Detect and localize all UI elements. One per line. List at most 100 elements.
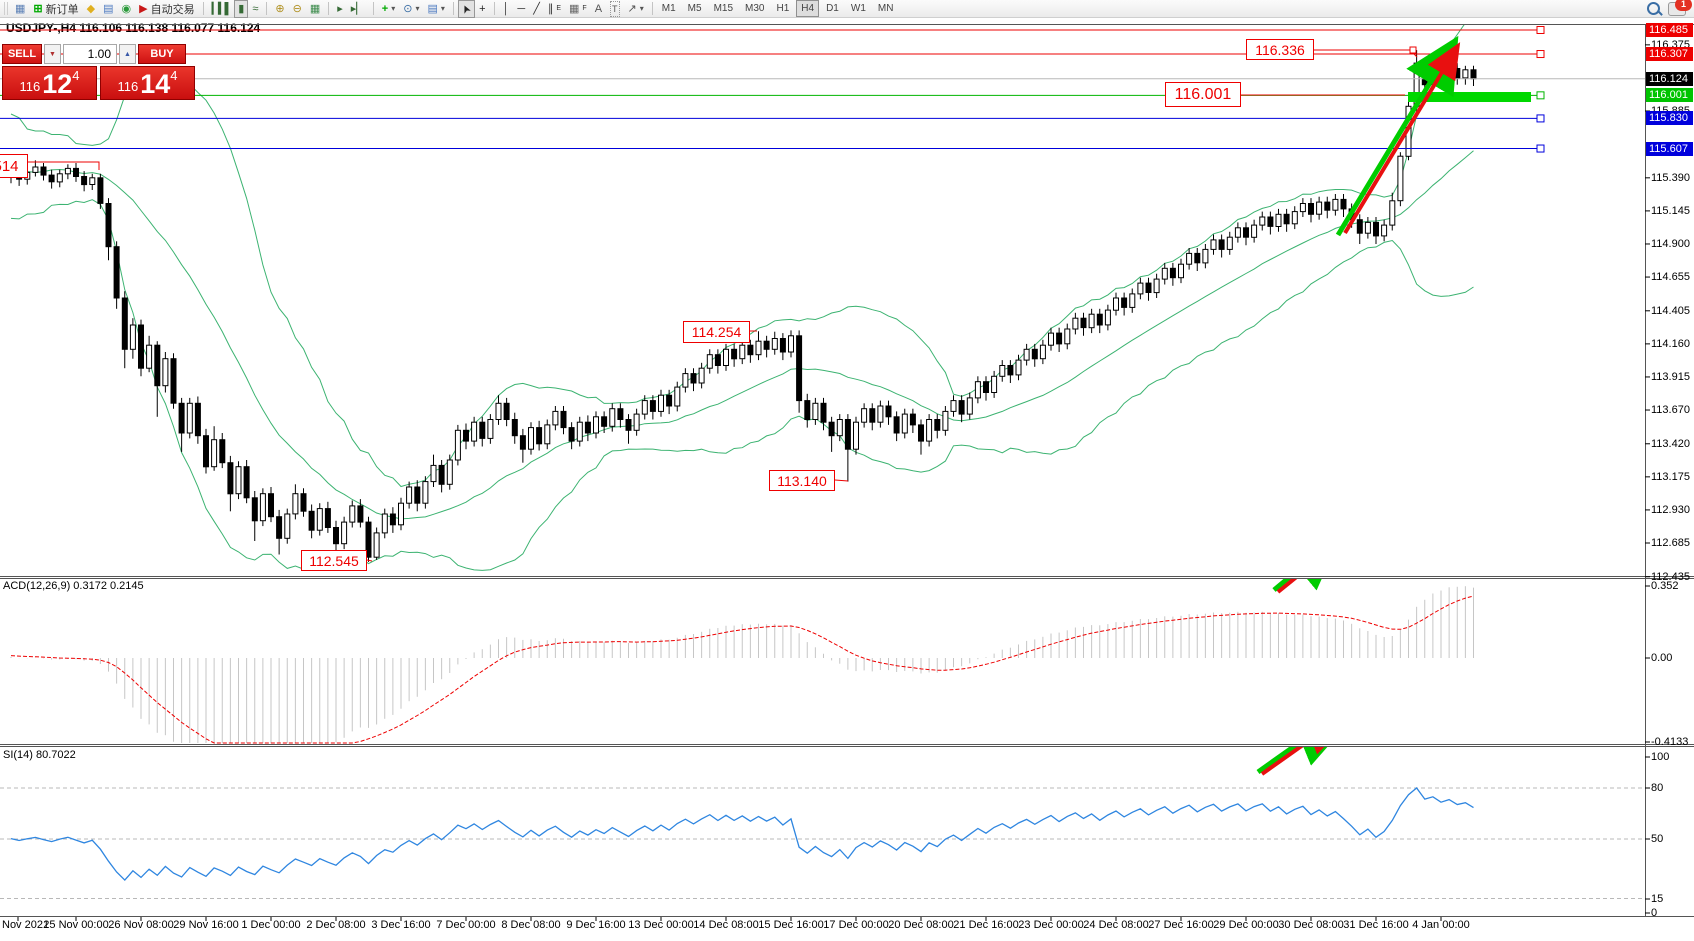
- separator: [372, 2, 374, 15]
- time-axis-label: 2 Dec 08:00: [306, 919, 366, 931]
- separator: [452, 2, 454, 15]
- timeframe-M15[interactable]: M15: [713, 3, 734, 14]
- timeframe-M1[interactable]: M1: [661, 3, 676, 14]
- time-axis-label: 7 Dec 00:00: [436, 919, 496, 931]
- new-order-button[interactable]: ⊞ 新订单: [29, 0, 82, 18]
- trendline-icon: ╱: [533, 2, 540, 15]
- channel-button[interactable]: ∥ E: [544, 0, 565, 18]
- rsi-axis-tick: 80: [1651, 782, 1664, 794]
- timeframe-H4[interactable]: H4: [796, 0, 820, 17]
- signal-button[interactable]: ◉: [118, 0, 136, 18]
- periods-button[interactable]: ⊙ ▾: [399, 0, 423, 18]
- timeframe-bar: M1 M5 M15 M30 H1 H4 D1 W1 MN: [657, 0, 899, 17]
- rsi-axis-tick: 15: [1651, 893, 1664, 905]
- quotes-button[interactable]: ◆: [83, 0, 99, 18]
- charts-icon: ▤: [103, 2, 114, 15]
- auto-trading-icon: ▶: [139, 2, 148, 15]
- crosshair-button[interactable]: +: [475, 0, 489, 18]
- volume-up-button[interactable]: ▲: [119, 44, 136, 64]
- price-annotation-116.001[interactable]: 116.001: [1165, 82, 1241, 107]
- label-icon: T: [610, 0, 620, 17]
- window-glyph-icon: ▦: [15, 2, 26, 15]
- buy-button[interactable]: BUY: [138, 44, 186, 64]
- notification-badge: 1: [1675, 0, 1692, 11]
- tile-windows-button[interactable]: ▦: [306, 0, 324, 18]
- zoom-in-icon: ⊕: [275, 2, 285, 15]
- price-annotation-116.336[interactable]: 116.336: [1246, 39, 1314, 60]
- cursor-button[interactable]: ➤: [457, 0, 476, 18]
- time-axis-label: 4 Jan 00:00: [1412, 919, 1470, 931]
- timeframe-W1[interactable]: W1: [850, 3, 866, 14]
- timeframe-M30[interactable]: M30: [745, 3, 765, 14]
- ask-sup: 4: [170, 68, 178, 83]
- macd-indicator-label: ACD(12,26,9) 0.3172 0.2145: [3, 580, 144, 592]
- candle-chart-button[interactable]: ▮: [234, 0, 249, 18]
- price-annotation-514[interactable]: 514: [0, 154, 28, 178]
- trendline-button[interactable]: ╱: [529, 0, 544, 18]
- fibonacci-icon: ▦: [569, 2, 580, 15]
- chart-shift-icon: ▸▏: [350, 2, 365, 15]
- separator: [266, 2, 268, 15]
- ask-small: 116: [117, 79, 139, 94]
- search-icon[interactable]: [1647, 2, 1660, 15]
- timeframe-D1[interactable]: D1: [826, 3, 839, 14]
- price-label-115.607: 115.607: [1646, 141, 1693, 156]
- dropdown-icon: ▾: [391, 3, 396, 13]
- bid-price[interactable]: 116 12 4: [2, 66, 97, 100]
- sell-button[interactable]: SELL: [2, 44, 42, 64]
- macd-axis-tick: -0.4133: [1651, 736, 1689, 748]
- timeframe-MN[interactable]: MN: [877, 3, 894, 14]
- price-axis-tick: 112.930: [1651, 503, 1690, 516]
- charts-window-button[interactable]: ▤: [99, 0, 117, 18]
- price-annotation-112.545[interactable]: 112.545: [301, 550, 367, 571]
- new-order-icon: ⊞: [33, 2, 43, 15]
- volume-input[interactable]: [63, 44, 117, 64]
- label-button[interactable]: T: [606, 0, 624, 18]
- auto-trading-button[interactable]: ▶ 自动交易: [135, 0, 198, 18]
- hline-button[interactable]: ─: [513, 0, 529, 18]
- window-icon[interactable]: ▦: [11, 0, 29, 18]
- candle-chart-icon: ▮: [238, 2, 245, 15]
- arrows-button[interactable]: ↗ ▾: [624, 0, 648, 18]
- bar-chart-button[interactable]: ▎▍▌: [208, 0, 235, 18]
- price-label-116.307: 116.307: [1646, 47, 1693, 62]
- zoom-in-button[interactable]: ⊕: [271, 0, 288, 18]
- auto-scroll-icon: ▸: [337, 2, 343, 15]
- fibonacci-button[interactable]: ▦ F: [565, 0, 591, 18]
- periods-clock-icon: ⊙: [403, 2, 413, 15]
- time-axis-label: 29 Dec 00:00: [1213, 919, 1279, 931]
- vline-icon: │: [502, 2, 510, 15]
- text-button[interactable]: A: [591, 0, 606, 18]
- cursor-icon: ➤: [459, 1, 474, 16]
- zoom-out-icon: ⊖: [292, 2, 302, 15]
- timeframe-H1[interactable]: H1: [776, 3, 790, 14]
- rsi-axis-tick: 50: [1651, 833, 1664, 845]
- vline-button[interactable]: │: [499, 0, 514, 18]
- indicators-button[interactable]: + ▾: [378, 0, 399, 18]
- toolbar-grip: [4, 2, 9, 15]
- auto-scroll-button[interactable]: ▸: [333, 0, 347, 18]
- volume-down-button[interactable]: ▼: [44, 44, 61, 64]
- time-axis-label: 26 Nov 08:00: [108, 919, 174, 931]
- one-click-trading-panel: SELL ▼ ▲ BUY 116 12 4 116 14 4: [2, 44, 198, 100]
- notifications-icon[interactable]: 1: [1668, 0, 1692, 16]
- bid-sup: 4: [72, 68, 80, 83]
- templates-button[interactable]: ▤ ▾: [423, 0, 448, 18]
- zoom-out-button[interactable]: ⊖: [289, 0, 306, 18]
- price-axis-tick: 115.390: [1651, 171, 1690, 184]
- ask-price[interactable]: 116 14 4: [100, 66, 195, 100]
- time-axis-label: 29 Nov 16:00: [173, 919, 239, 931]
- bid-big: 12: [42, 69, 73, 99]
- time-axis-label: 14 Dec 08:00: [693, 919, 759, 931]
- rsi-axis-tick: 100: [1651, 751, 1670, 763]
- price-annotation-113.140[interactable]: 113.140: [769, 470, 835, 491]
- price-axis-tick: 112.685: [1651, 537, 1690, 549]
- time-axis-label: 1 Dec 00:00: [241, 919, 301, 931]
- time-axis-label: 30 Dec 08:00: [1278, 919, 1344, 931]
- time-axis-label: 21 Dec 16:00: [953, 919, 1019, 931]
- time-axis-label: 8 Dec 08:00: [501, 919, 561, 931]
- chart-shift-button[interactable]: ▸▏: [347, 0, 369, 18]
- line-chart-button[interactable]: ≈: [248, 0, 262, 18]
- price-annotation-114.254[interactable]: 114.254: [683, 321, 750, 343]
- timeframe-M5[interactable]: M5: [687, 3, 702, 14]
